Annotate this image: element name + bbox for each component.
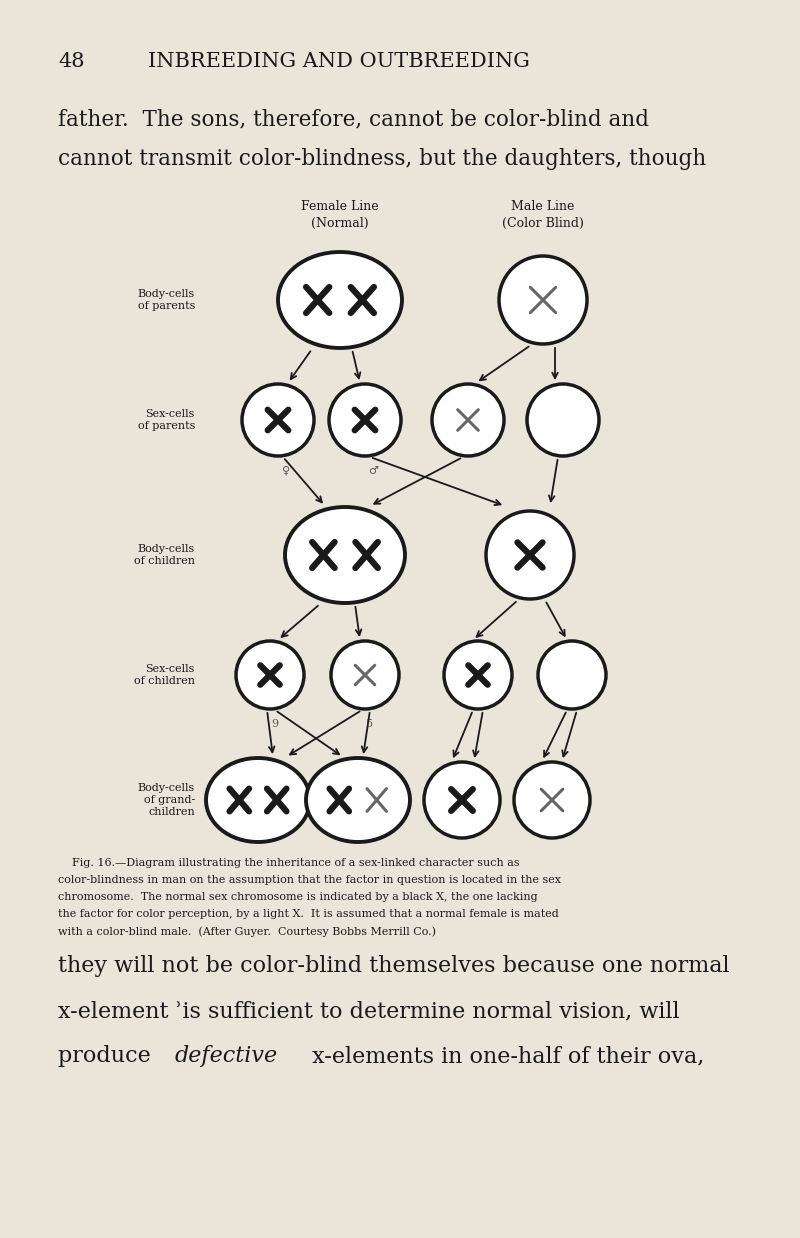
Text: x-element ʾis sufficient to determine normal vision, will: x-element ʾis sufficient to determine no… (58, 1000, 680, 1023)
Text: Fig. 16.—Diagram illustrating the inheritance of a sex-linked character such as: Fig. 16.—Diagram illustrating the inheri… (58, 858, 520, 868)
Circle shape (514, 763, 590, 838)
Text: the factor for color perception, by a light X.  It is assumed that a normal fema: the factor for color perception, by a li… (58, 909, 558, 919)
Text: father.  The sons, therefore, cannot be color-blind and: father. The sons, therefore, cannot be c… (58, 108, 649, 130)
Ellipse shape (285, 508, 405, 603)
Text: Sex-cells
of parents: Sex-cells of parents (138, 409, 195, 431)
Ellipse shape (306, 758, 410, 842)
Text: defective: defective (175, 1045, 278, 1067)
Text: cannot transmit color-blindness, but the daughters, though: cannot transmit color-blindness, but the… (58, 149, 706, 170)
Text: color-blindness in man on the assumption that the factor in question is located : color-blindness in man on the assumption… (58, 875, 561, 885)
Circle shape (432, 384, 504, 456)
Circle shape (424, 763, 500, 838)
Circle shape (538, 641, 606, 709)
Text: Sex-cells
of children: Sex-cells of children (134, 664, 195, 686)
Text: ♂: ♂ (368, 465, 378, 475)
Circle shape (331, 641, 399, 709)
Circle shape (486, 511, 574, 599)
Circle shape (499, 256, 587, 344)
Ellipse shape (206, 758, 310, 842)
Text: with a color-blind male.  (After Guyer.  Courtesy Bobbs Merrill Co.): with a color-blind male. (After Guyer. C… (58, 926, 436, 937)
Text: 9: 9 (271, 719, 278, 729)
Circle shape (236, 641, 304, 709)
Text: Body-cells
of parents: Body-cells of parents (138, 288, 195, 311)
Text: ♀: ♀ (282, 465, 290, 475)
Ellipse shape (278, 253, 402, 348)
Circle shape (527, 384, 599, 456)
Text: produce: produce (58, 1045, 158, 1067)
Circle shape (444, 641, 512, 709)
Text: Body-cells
of grand-
children: Body-cells of grand- children (138, 782, 195, 817)
Circle shape (242, 384, 314, 456)
Text: 48: 48 (58, 52, 85, 71)
Text: x-elements in one-half of their ova,: x-elements in one-half of their ova, (305, 1045, 704, 1067)
Text: Female Line
(Normal): Female Line (Normal) (301, 201, 379, 230)
Text: Body-cells
of children: Body-cells of children (134, 543, 195, 566)
Text: chromosome.  The normal sex chromosome is indicated by a black X, the one lackin: chromosome. The normal sex chromosome is… (58, 893, 538, 903)
Text: they will not be color-blind themselves because one normal: they will not be color-blind themselves … (58, 954, 730, 977)
Text: Male Line
(Color Blind): Male Line (Color Blind) (502, 201, 584, 230)
Text: INBREEDING AND OUTBREEDING: INBREEDING AND OUTBREEDING (148, 52, 530, 71)
Circle shape (329, 384, 401, 456)
Text: 5: 5 (366, 719, 374, 729)
